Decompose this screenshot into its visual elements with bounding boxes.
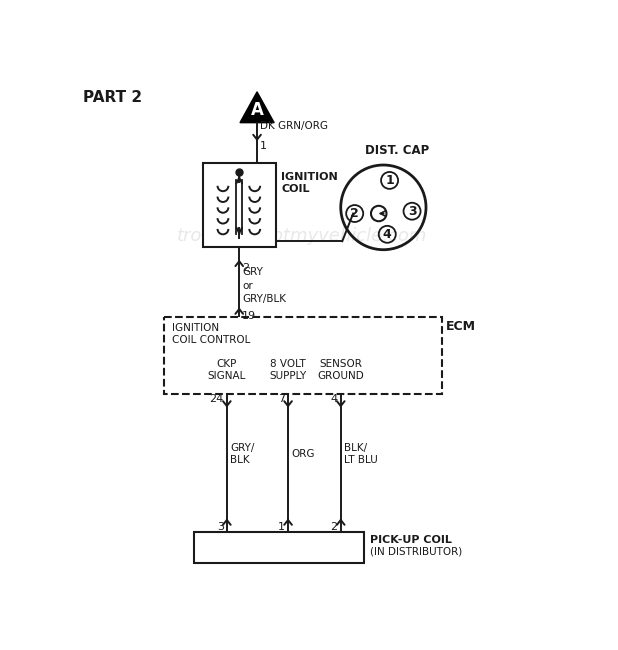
Text: 19: 19 (242, 311, 256, 320)
Text: 7: 7 (278, 394, 285, 404)
Text: PICK-UP COIL: PICK-UP COIL (370, 536, 452, 545)
Text: ORG: ORG (291, 448, 315, 459)
Text: DIST. CAP: DIST. CAP (365, 144, 430, 157)
Bar (193, 532, 364, 563)
Text: 8 VOLT
SUPPLY: 8 VOLT SUPPLY (269, 359, 307, 382)
Text: SENSOR
GROUND: SENSOR GROUND (318, 359, 364, 382)
Text: troubleshootmyvehicle.com: troubleshootmyvehicle.com (177, 227, 427, 245)
Text: DK GRN/ORG: DK GRN/ORG (260, 121, 328, 131)
Text: 24: 24 (210, 394, 224, 404)
Text: 2: 2 (331, 521, 337, 532)
Text: 2: 2 (242, 263, 250, 273)
Text: PART 2: PART 2 (83, 90, 143, 105)
Text: ECM: ECM (446, 320, 476, 333)
Bar (164, 317, 441, 394)
Text: 4: 4 (383, 227, 392, 240)
Text: IGNITION
COIL: IGNITION COIL (281, 172, 338, 194)
Text: GRY/
BLK: GRY/ BLK (230, 443, 254, 465)
Text: GRY
or
GRY/BLK: GRY or GRY/BLK (242, 267, 286, 304)
Text: BLK/
LT BLU: BLK/ LT BLU (344, 443, 378, 465)
Text: 1: 1 (385, 174, 394, 187)
Text: 3: 3 (408, 205, 417, 218)
Text: CKP
SIGNAL: CKP SIGNAL (208, 359, 246, 382)
Bar (203, 162, 276, 248)
Text: IGNITION
COIL CONTROL: IGNITION COIL CONTROL (172, 323, 250, 345)
Text: 2: 2 (350, 207, 359, 220)
Text: 1: 1 (260, 141, 267, 151)
Text: 4: 4 (331, 394, 337, 404)
Text: 1: 1 (278, 521, 285, 532)
Text: (IN DISTRIBUTOR): (IN DISTRIBUTOR) (370, 546, 462, 556)
Polygon shape (240, 92, 274, 123)
Text: A: A (251, 101, 263, 118)
Text: 3: 3 (217, 521, 224, 532)
